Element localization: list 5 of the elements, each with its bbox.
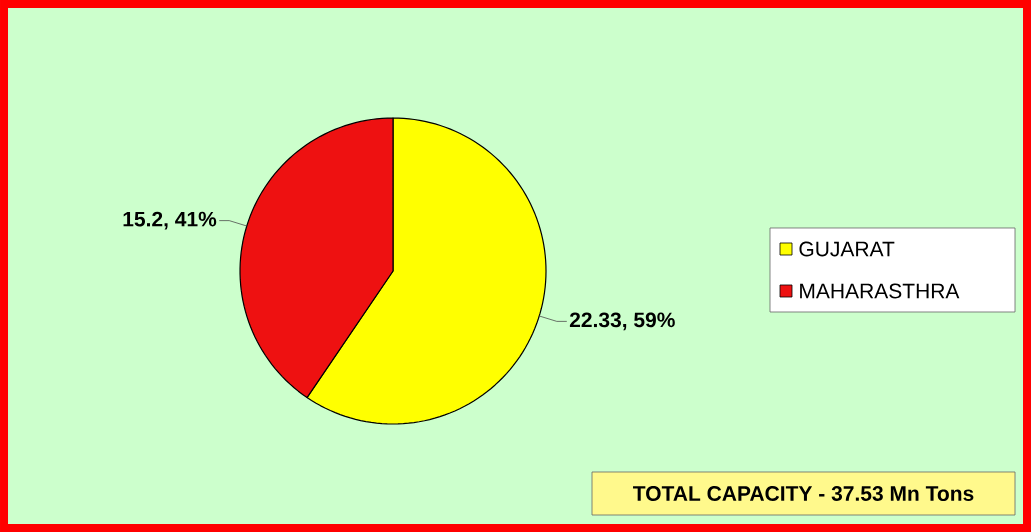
- legend-label: GUJARAT: [799, 241, 895, 257]
- legend-label: MAHARASTHRA: [800, 283, 960, 299]
- data-label: 22.33, 59%: [569, 312, 675, 331]
- text: TOTAL CAPACITY - 37.53 Mn Tons: [633, 486, 974, 501]
- data-label: 15.2, 41%: [123, 211, 217, 230]
